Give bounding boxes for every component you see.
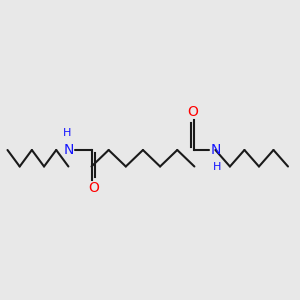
Text: H: H bbox=[63, 128, 71, 139]
Text: N: N bbox=[210, 143, 220, 157]
Text: O: O bbox=[187, 106, 198, 119]
Text: O: O bbox=[88, 181, 99, 194]
Text: N: N bbox=[63, 143, 74, 157]
Text: H: H bbox=[213, 161, 221, 172]
